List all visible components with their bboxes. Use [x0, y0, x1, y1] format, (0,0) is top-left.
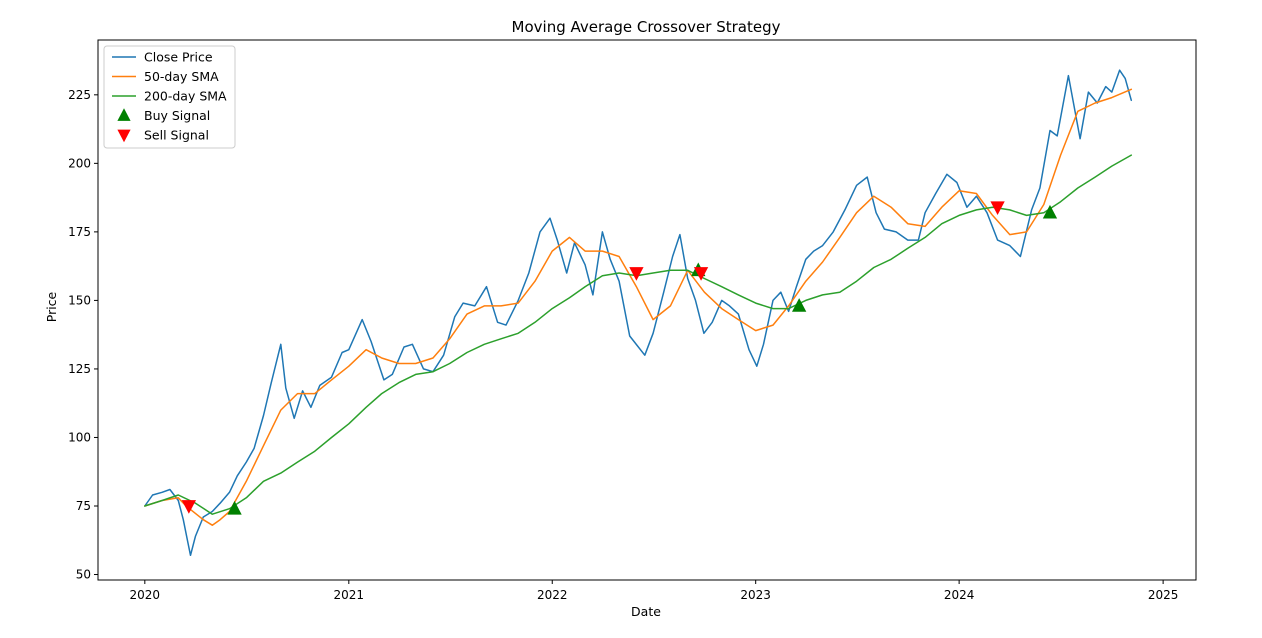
- sell-signal-marker: [990, 201, 1005, 216]
- sell-signal-marker: [629, 267, 644, 281]
- x-tick-label: 2021: [334, 588, 365, 602]
- buy-signal-marker: [227, 500, 242, 515]
- x-axis-title: Date: [631, 604, 661, 619]
- plot-border: [97, 39, 1197, 581]
- plot-background: [98, 40, 1196, 580]
- buy-signal-marker: [1042, 204, 1058, 219]
- legend-marker-1: [117, 129, 131, 143]
- y-tick-label: 225: [68, 88, 91, 102]
- y-axis-title: Price: [44, 291, 59, 322]
- x-tick-label: 2020: [130, 588, 161, 602]
- legend-marker-label-0: Buy Signal: [144, 108, 210, 123]
- x-tick-label: 2022: [537, 588, 568, 602]
- legend: Close Price 50-day SMA 200-day SMA Buy Sign…: [103, 45, 236, 149]
- legend-label-0: Close Price: [144, 50, 213, 65]
- sell-signal-marker: [693, 267, 709, 281]
- legend-label-2: 200-day SMA: [144, 89, 227, 104]
- y-tick-label: 175: [68, 225, 91, 239]
- y-axis: 50 75 100 125 150 175 200 225: [68, 88, 98, 582]
- marker-layer: [181, 201, 1058, 515]
- legend-marker-label-1: Sell Signal: [144, 128, 209, 143]
- y-tick-label: 75: [76, 499, 91, 513]
- x-axis: 2020 2021 2022 2023 2024 2025: [130, 580, 1179, 602]
- legend-label-1: 50-day SMA: [144, 69, 219, 84]
- sell-signal-marker: [181, 500, 196, 514]
- x-tick-label: 2024: [944, 588, 975, 602]
- y-tick-label: 100: [68, 430, 91, 444]
- y-tick-label: 200: [68, 156, 91, 170]
- plot-area: [97, 39, 1197, 581]
- x-tick-label: 2025: [1148, 588, 1179, 602]
- y-tick-label: 125: [68, 362, 91, 376]
- series-line-0: [144, 69, 1133, 557]
- legend-box: [103, 45, 236, 149]
- x-tick-label: 2023: [740, 588, 771, 602]
- chart-title: Moving Average Crossover Strategy: [512, 18, 781, 36]
- legend-marker-0: [117, 108, 131, 121]
- series-line-1: [144, 88, 1133, 526]
- y-tick-label: 50: [76, 568, 91, 582]
- y-tick-label: 150: [68, 293, 91, 307]
- buy-signal-marker: [792, 298, 807, 312]
